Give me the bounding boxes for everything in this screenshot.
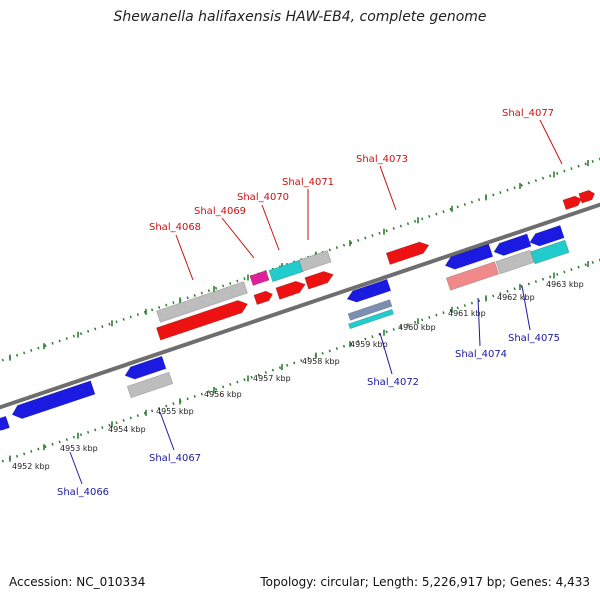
leader-line [175,234,194,281]
scale-tick-label: 4956 kbp [204,390,242,399]
gene-label-forward[interactable]: Shal_4069 [194,206,246,217]
gene-shal-4075-gray[interactable] [495,249,535,275]
scale-tick-label: 4962 kbp [497,293,535,302]
leader-line [477,297,481,347]
gene-shal-4072[interactable] [345,278,392,304]
gene-shal-4067[interactable] [123,355,167,381]
scale-tick-label: 4963 kbp [546,280,584,289]
gene-shal-4076-cyan[interactable] [530,239,570,265]
gene-label-forward[interactable]: Shal_4073 [356,154,408,165]
gene-shal-4072-b[interactable] [347,299,393,321]
scale-tick-label: 4958 kbp [302,357,340,366]
gene-shal-4077b[interactable] [578,189,596,204]
gene-shal-4071[interactable] [304,269,335,290]
leader-line [521,285,531,331]
gene-label-reverse[interactable]: Shal_4075 [508,333,560,344]
scale-tick-label: 4957 kbp [253,374,291,383]
gene-shal-4076[interactable] [528,225,565,248]
leader-line [159,411,175,451]
gene-shal-4073[interactable] [385,239,431,265]
accession-label: Accession: NC_010334 [9,575,146,589]
gene-shal-4070-cyan[interactable] [268,259,304,283]
gene-label-reverse[interactable]: Shal_4074 [455,349,507,360]
scale-tick-label: 4961 kbp [448,309,486,318]
gene-label-reverse[interactable]: Shal_4067 [149,453,201,464]
leader-line [539,119,563,165]
topology-label: Topology: circular; Length: 5,226,917 bp… [260,575,590,589]
gene-shal-4075[interactable] [492,233,532,258]
leader-line [261,204,280,251]
gene-label-reverse[interactable]: Shal_4066 [57,487,109,498]
leader-line [379,165,397,211]
gene-shal-4070[interactable] [275,279,307,300]
gene-label-forward[interactable]: Shal_4071 [282,177,334,188]
gene-shal-4065[interactable] [0,415,10,432]
gene-shal-4066[interactable] [10,380,96,421]
leader-line [69,451,83,485]
gene-label-reverse[interactable]: Shal_4072 [367,377,419,388]
gene-shal-4067-gray[interactable] [126,371,174,399]
scale-tick-label: 4959 kbp [350,340,388,349]
gene-shal-4069b[interactable] [253,289,274,305]
gene-label-forward[interactable]: Shal_4077 [502,108,554,119]
scale-tick-label: 4960 kbp [398,323,436,332]
gene-shal-4074-salmon[interactable] [445,261,500,291]
map-title: Shewanella halifaxensis HAW-EB4, complet… [113,9,487,25]
gene-shal-4071-gray[interactable] [298,250,332,272]
gene-shal-4068-gray[interactable] [156,281,248,323]
gene-shal-4072-c[interactable] [348,308,394,330]
gene-shal-4077[interactable] [562,194,583,210]
gene-shal-4069[interactable] [249,270,270,286]
scale-tick-label: 4953 kbp [60,444,98,453]
gene-shal-4074[interactable] [443,243,494,272]
scale-tick-label: 4954 kbp [108,425,146,434]
leader-line [379,332,393,375]
gene-label-forward[interactable]: Shal_4068 [149,222,201,233]
scale-tick-label: 4955 kbp [156,407,194,416]
gene-label-forward[interactable]: Shal_4070 [237,192,289,203]
gene-shal-4068[interactable] [156,298,249,341]
scale-tick-label: 4952 kbp [12,462,50,471]
genome-backbone [0,202,600,410]
leader-line [221,217,255,259]
